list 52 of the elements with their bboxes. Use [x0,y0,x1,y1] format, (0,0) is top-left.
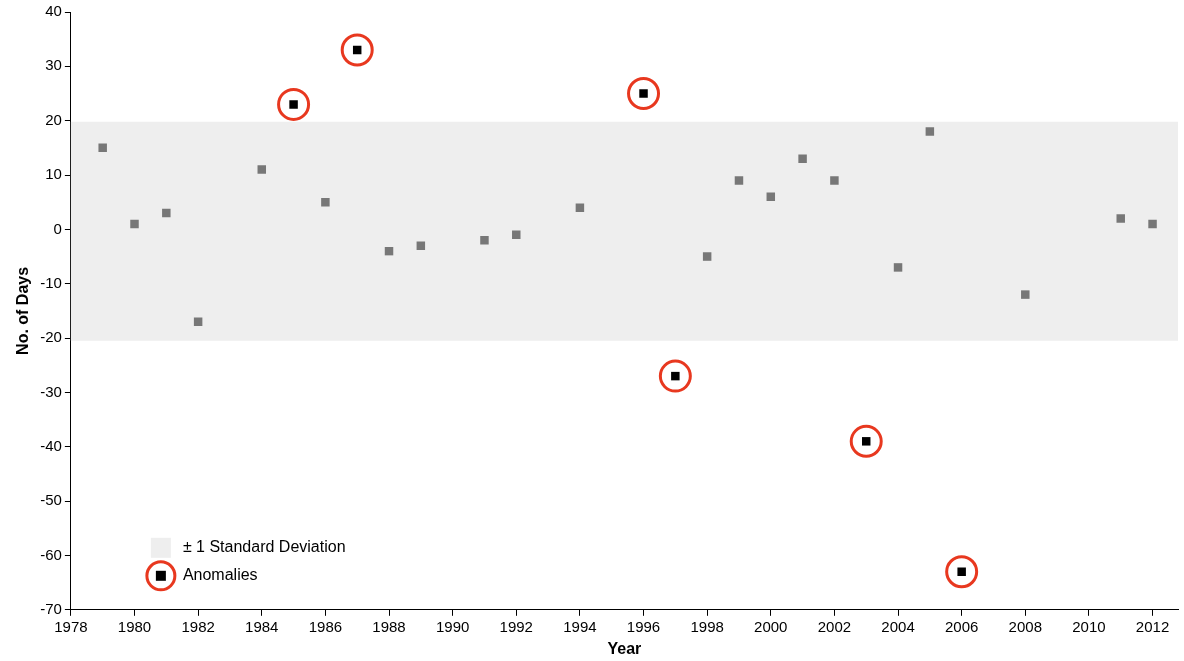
point [1148,219,1157,229]
y-tick-label: 0 [53,219,62,237]
point [512,230,521,240]
point [702,252,712,261]
x-tick-label: 1990 [435,617,470,635]
x-tick-label: 1992 [499,617,533,635]
x-tick-label: 2004 [881,617,915,635]
x-tick-label: 1988 [372,617,406,635]
y-tick-label: -20 [40,328,62,346]
point [321,197,330,207]
x-tick-label: 1996 [626,617,661,635]
x-tick-label: 1986 [308,617,343,635]
y-tick-label: 10 [45,165,62,183]
point [893,263,903,272]
x-tick-label: 2002 [817,617,852,635]
x-tick-label: 2006 [944,617,979,635]
point [257,165,267,174]
y-tick-label: -40 [40,436,62,454]
x-tick-label: 2012 [1135,617,1170,635]
y-tick-label: 40 [45,2,62,20]
point [98,143,107,153]
y-tick-label: -10 [40,273,62,291]
point [830,176,839,185]
legend-label: ± 1 Standard Deviation [182,538,346,556]
point [1021,290,1030,299]
x-tick-label: 2000 [754,617,788,635]
y-tick-label: -30 [40,382,62,400]
x-axis-title: Year [607,639,642,657]
y-tick-label: -60 [40,545,62,563]
y-tick-label: 30 [45,56,62,74]
point [162,208,171,218]
point [130,219,139,229]
x-tick-label: 1998 [690,617,724,635]
point [480,236,489,245]
y-tick-label: 20 [45,110,62,128]
point [1116,214,1125,223]
point [416,241,426,250]
x-tick-label: 1994 [563,617,597,635]
x-tick-label: 1984 [245,617,279,635]
point [575,203,585,212]
x-tick-label: 1978 [54,617,88,635]
x-tick-label: 2008 [1008,617,1042,635]
y-tick-label: -50 [40,491,62,509]
x-tick-label: 1982 [181,617,215,635]
legend-label: Anomalies [182,566,258,584]
y-tick-label: -70 [40,599,62,617]
point [798,154,807,163]
x-tick-label: 2010 [1072,617,1106,635]
point [734,176,744,185]
x-tick-label: 1980 [117,617,152,635]
y-axis-title: No. of Days [14,266,32,355]
point [925,127,935,136]
